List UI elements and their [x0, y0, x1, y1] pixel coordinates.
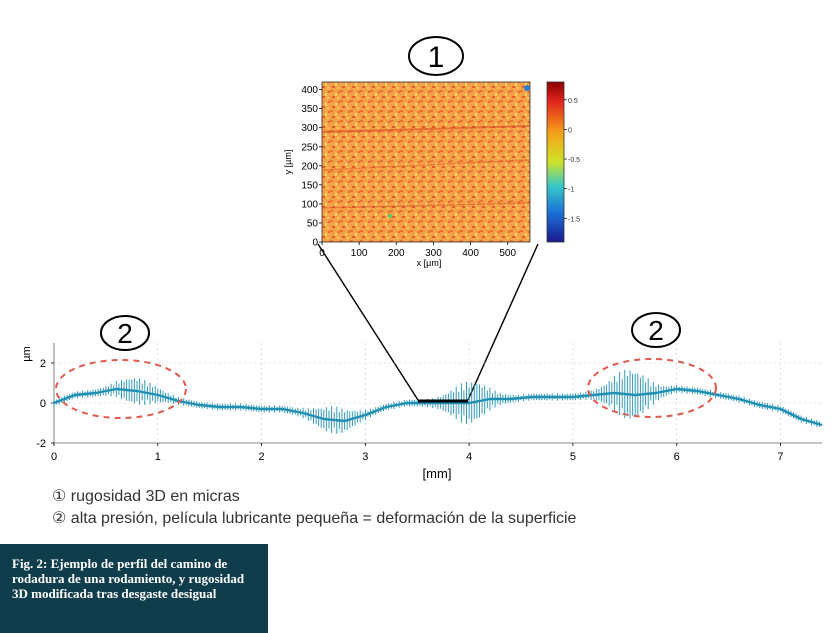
profile-x-tick-label: 1 — [155, 451, 161, 463]
heatmap-y-tick-label: 400 — [301, 85, 318, 96]
heatmap-streaks — [321, 125, 531, 209]
heatmap-x-tick-label: 500 — [499, 248, 516, 259]
heatmap-panel: 0 50 100 150 200 250 300 350 400 0 100 200 300 400 50… — [283, 81, 580, 268]
heatmap-green-spot — [388, 214, 392, 218]
colorbar-tick-label: 0.5 — [568, 98, 578, 105]
heatmap-x-ticks: 0 100 200 300 400 500 — [319, 242, 516, 259]
heatmap-x-tick-label: 400 — [462, 248, 479, 259]
heatmap-x-tick-label: 300 — [425, 248, 442, 259]
heatmap-y-tick-label: 0 — [312, 238, 318, 249]
colorbar-tick-label: -1 — [568, 187, 574, 194]
profile-x-tick-label: 7 — [777, 451, 783, 463]
deformation-ellipse-right — [587, 358, 717, 418]
callout-2-right-label: 2 — [648, 315, 664, 346]
profile-x-ticks: 0 1 2 3 4 5 6 7 — [51, 443, 784, 463]
colorbar-ticks: 0.5 0 -0.5 -1 -1.5 — [564, 98, 580, 223]
figure-caption: Fig. 2: Ejemplo de perfil del camino de … — [0, 544, 268, 633]
colorbar-tick-label: -1.5 — [568, 216, 580, 223]
profile-y-ticks: 2 0 -2 — [36, 358, 54, 450]
heatmap-x-tick-label: 200 — [388, 248, 405, 259]
profile-plot: µm 2 0 -2 0 1 2 3 4 5 6 7 [mm] — [21, 343, 823, 481]
figure-caption-text: Fig. 2: Ejemplo de perfil del camino de … — [12, 556, 245, 601]
profile-x-tick-label: 5 — [570, 451, 576, 463]
zoom-connector — [317, 243, 539, 401]
profile-x-tick-label: 4 — [466, 451, 472, 463]
callout-2-left: 2 — [100, 315, 150, 351]
heatmap-y-tick-label: 100 — [301, 199, 318, 210]
heatmap-x-tick-label: 0 — [319, 248, 325, 259]
profile-y-tick-label: 0 — [40, 398, 46, 410]
heatmap-y-tick-label: 50 — [307, 218, 319, 229]
heatmap-x-axis-label: x [µm] — [417, 258, 442, 268]
callout-1: 1 — [408, 36, 464, 76]
callout-1-label: 1 — [428, 41, 445, 74]
heatmap-y-tick-label: 350 — [301, 104, 318, 115]
colorbar-tick-label: -0.5 — [568, 157, 580, 164]
heatmap-y-tick-label: 250 — [301, 142, 318, 153]
legend-item-2: ② alta presión, película lubricante pequ… — [52, 510, 577, 527]
callout-2-left-label: 2 — [117, 318, 133, 349]
profile-y-tick-label: 2 — [40, 358, 46, 370]
profile-y-tick-label: -2 — [36, 438, 46, 450]
heatmap-y-axis-label: y [µm] — [283, 150, 293, 175]
deformation-ellipse-left — [55, 359, 187, 419]
profile-series — [53, 369, 823, 434]
heatmap-colorbar — [546, 81, 565, 243]
profile-x-tick-label: 2 — [259, 451, 265, 463]
callout-2-right: 2 — [631, 312, 681, 348]
profile-roughness-spikes — [53, 369, 820, 434]
heatmap-blue-spot — [524, 85, 530, 91]
heatmap-x-tick-label: 100 — [351, 248, 368, 259]
profile-x-tick-label: 6 — [674, 451, 680, 463]
legend-item-1: ① rugosidad 3D en micras — [52, 488, 240, 505]
profile-y-axis-label: µm — [21, 346, 33, 362]
heatmap-y-ticks: 0 50 100 150 200 250 300 350 400 — [301, 85, 322, 249]
figure-legend: ① rugosidad 3D en micras ② alta presión,… — [52, 486, 576, 530]
heatmap-y-tick-label: 300 — [301, 123, 318, 134]
profile-x-tick-label: 0 — [51, 451, 57, 463]
heatmap-y-tick-label: 200 — [301, 161, 318, 172]
heatmap-y-tick-label: 150 — [301, 180, 318, 191]
colorbar-tick-label: 0 — [568, 127, 572, 134]
profile-x-tick-label: 3 — [362, 451, 368, 463]
profile-x-axis-label: [mm] — [423, 466, 452, 481]
